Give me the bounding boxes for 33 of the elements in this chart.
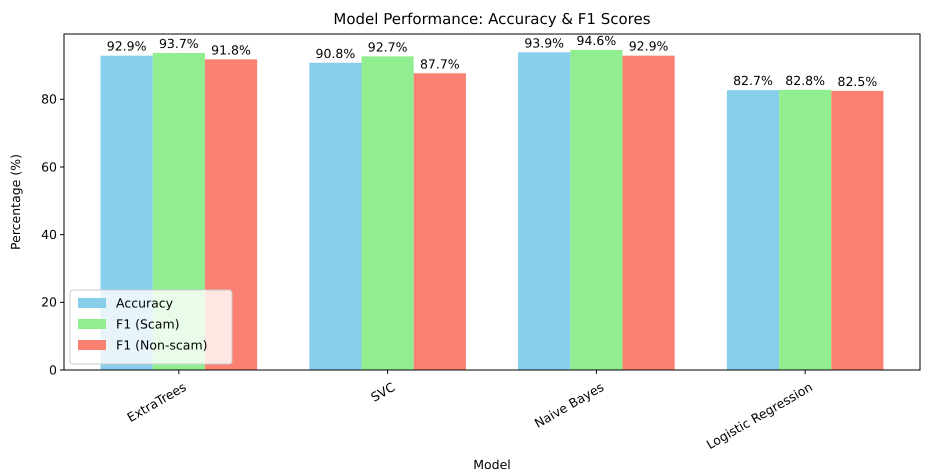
text: 91.8%: [211, 42, 251, 58]
x-tick-label: SVC: [368, 379, 398, 405]
bar: [518, 52, 570, 370]
bar: [779, 90, 832, 370]
x-axis-title: Model: [473, 457, 511, 472]
text: 82.5%: [838, 74, 878, 89]
bar: [362, 56, 414, 370]
text: 82.8%: [785, 72, 826, 88]
bar: [414, 73, 466, 370]
text: 93.7%: [158, 36, 199, 51]
text: 92.9%: [106, 38, 146, 54]
text: 82.7%: [733, 73, 773, 88]
bar: [622, 56, 675, 370]
text: 92.9%: [628, 38, 668, 54]
y-tick-label: 40: [41, 227, 58, 242]
y-axis-title: Percentage (%): [8, 154, 23, 250]
bar: [831, 90, 884, 370]
y-tick-label: 0: [49, 362, 58, 378]
text: 90.8%: [316, 46, 356, 61]
bar: [726, 90, 780, 370]
y-tick-label: 60: [41, 159, 58, 174]
bar: [570, 50, 622, 370]
y-tick-label: 20: [41, 294, 58, 310]
text: 87.7%: [420, 56, 460, 72]
y-tick-label: 80: [41, 92, 58, 107]
text: 94.6%: [576, 32, 616, 48]
legend-label: Accuracy: [116, 295, 174, 310]
text: 92.7%: [368, 39, 408, 54]
legend-label: F1 (Non-scam): [116, 337, 208, 352]
bar: [309, 62, 362, 370]
legend-label: F1 (Scam): [116, 316, 180, 332]
chart-title: Model Performance: Accuracy & F1 Scores: [333, 10, 651, 28]
text: 93.9%: [524, 35, 564, 50]
